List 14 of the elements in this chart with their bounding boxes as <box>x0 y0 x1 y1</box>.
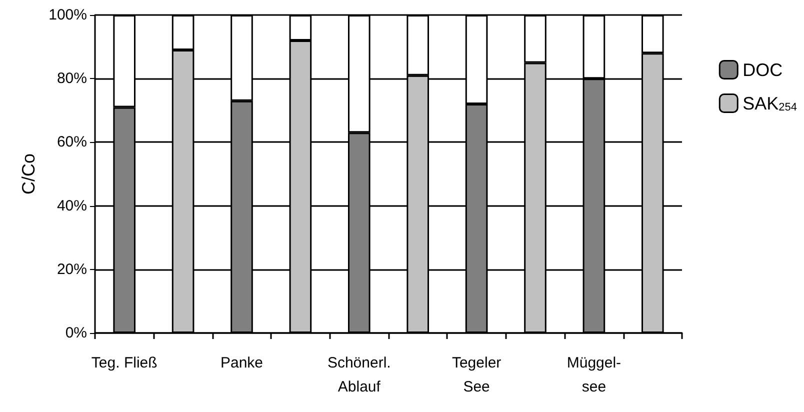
y-axis-title: C/Co <box>18 153 39 195</box>
legend-label: DOC <box>742 60 783 80</box>
x-tick-label: Teg. Fließ <box>91 354 158 372</box>
x-tick-label: Panke <box>220 354 264 372</box>
y-tick-label: 60% <box>56 134 87 151</box>
x-tick-label: Tegeler See <box>452 354 502 396</box>
y-tick-label: 100% <box>48 6 87 24</box>
x-tick-label: Schönerl. Ablauf <box>327 354 391 396</box>
y-tick-label: 0% <box>65 324 87 342</box>
y-tick-label: 40% <box>56 197 87 214</box>
y-tick-label: 80% <box>56 70 87 88</box>
legend-label: SAK254 <box>742 93 798 114</box>
y-tick-label: 20% <box>56 260 87 278</box>
x-tick-label: Müggel- see <box>566 354 622 396</box>
